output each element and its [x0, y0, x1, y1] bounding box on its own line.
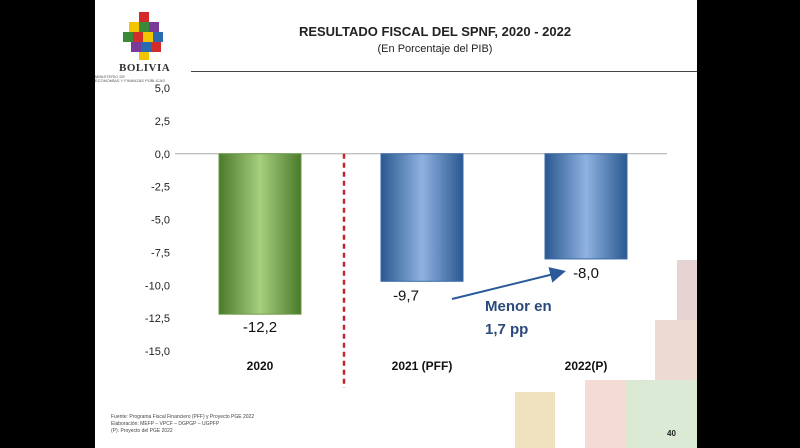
data-labels: -12,2 -9,7 -8,0	[243, 265, 599, 336]
y-tick-label: 2,5	[155, 116, 170, 128]
y-axis: 5,0 2,5 0,0 -2,5 -5,0 -7,5 -10,0 -12,5 -15,0	[145, 83, 170, 358]
y-tick-label: 0,0	[155, 149, 170, 161]
data-label: -12,2	[243, 319, 277, 336]
annotation-line-1: Menor en	[485, 298, 552, 315]
footnote-elaboration: Elaboración: MEFP – VPCF – DGPGP – UGPFP	[111, 421, 220, 427]
y-tick-label: -7,5	[151, 247, 170, 259]
comparison-arrow	[451, 267, 566, 300]
data-label: -8,0	[573, 265, 599, 282]
footnote-projection: (P): Proyecto del PGE 2022	[111, 428, 173, 434]
x-tick-label: 2021 (PFF)	[392, 359, 453, 373]
page-number: 40	[667, 429, 676, 438]
brand-name: BOLIVIA	[119, 62, 171, 74]
ministry-logo: BOLIVIA MINISTERIO DE ECONOMÍAS Y FINANZ…	[95, 8, 195, 88]
bar-chart: 5,0 2,5 0,0 -2,5 -5,0 -7,5 -10,0 -12,5 -15,0 202…	[145, 83, 667, 388]
x-tick-label: 2020	[247, 359, 274, 373]
chart-title: RESULTADO FISCAL DEL SPNF, 2020 - 2022	[298, 24, 572, 39]
annotation-line-2: 1,7 pp	[485, 321, 528, 338]
bar-2	[380, 153, 464, 282]
x-tick-label: 2022(P)	[565, 359, 608, 373]
bar-3	[544, 153, 628, 260]
y-tick-label: -10,0	[145, 280, 170, 292]
data-label: -9,7	[393, 287, 419, 304]
bars	[218, 153, 628, 315]
bar-1	[218, 153, 302, 315]
slide: BOLIVIA MINISTERIO DE ECONOMÍAS Y FINANZ…	[95, 0, 697, 448]
y-tick-label: -5,0	[151, 215, 170, 227]
x-axis: 2020 2021 (PFF) 2022(P)	[247, 359, 608, 373]
decorative-textile-pattern	[515, 260, 697, 448]
y-tick-label: 5,0	[155, 83, 170, 95]
footnotes: Fuente: Programa Fiscal Financiero (PFF)…	[111, 414, 254, 435]
y-tick-label: -15,0	[145, 346, 170, 358]
footnote-source: Fuente: Programa Fiscal Financiero (PFF)…	[111, 414, 255, 420]
header-divider	[191, 71, 697, 72]
chart-subtitle: (En Porcentaje del PIB)	[377, 43, 493, 55]
y-tick-label: -12,5	[145, 313, 170, 325]
bolivia-mosaic-icon	[123, 12, 163, 60]
y-tick-label: -2,5	[151, 182, 170, 194]
ministry-name: MINISTERIO DE ECONOMÍAS Y FINANZAS PÚBLI…	[95, 74, 165, 83]
